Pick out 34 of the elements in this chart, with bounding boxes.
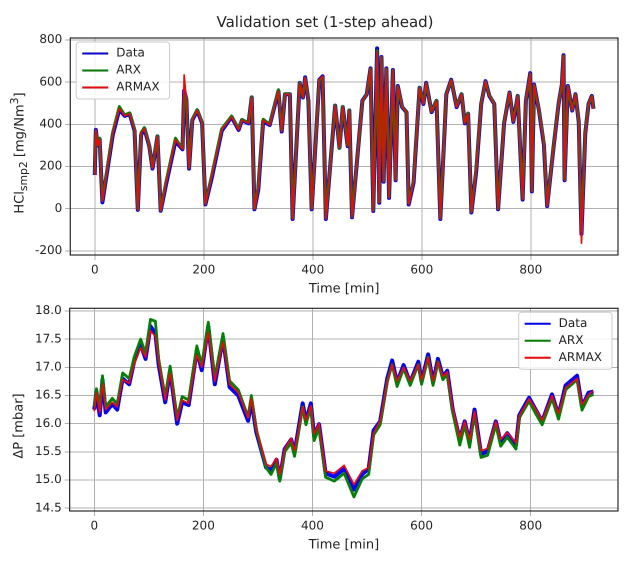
legend-label: ARX xyxy=(558,332,584,347)
x-tick-label: 600 xyxy=(410,518,434,532)
y-tick-label: 14.5 xyxy=(35,500,62,514)
y-tick-label: 200 xyxy=(39,158,62,173)
x-tick-label: 800 xyxy=(519,262,542,276)
x-tick-label: 0 xyxy=(90,518,98,532)
x-tick-label: 200 xyxy=(192,518,215,532)
y-tick-label: -200 xyxy=(35,242,62,257)
y-tick-label: 800 xyxy=(39,32,62,46)
y-tick-label: 18.0 xyxy=(35,303,62,318)
y-tick-label: 15.5 xyxy=(35,444,62,458)
x-tick-label: 800 xyxy=(519,518,542,532)
legend-label: Data xyxy=(558,316,588,330)
y-tick-label: 17.0 xyxy=(35,359,62,374)
y-tick-label: 400 xyxy=(39,116,62,131)
y-tick-label: 0 xyxy=(54,200,62,215)
y-tick-label: 16.0 xyxy=(35,416,62,430)
x-tick-label: 600 xyxy=(410,262,434,276)
y-tick-label: 17.5 xyxy=(35,331,62,346)
y-tick-label: 600 xyxy=(39,74,62,88)
x-axis-title: Time [min] xyxy=(308,538,380,553)
y-tick-label: 16.5 xyxy=(35,388,62,402)
y-axis-title: ΔP [mbar] xyxy=(12,393,26,459)
y-tick-label: 15.0 xyxy=(35,472,62,486)
x-tick-label: 200 xyxy=(192,262,216,276)
legend-label: ARX xyxy=(116,62,142,77)
x-tick-label: 0 xyxy=(90,262,99,276)
legend-label: ARMAX xyxy=(558,350,602,364)
x-tick-label: 400 xyxy=(301,518,324,532)
x-axis-title: Time [min] xyxy=(308,282,380,297)
legend-label: Data xyxy=(116,46,145,60)
x-tick-label: 400 xyxy=(301,262,324,276)
legend-label: ARMAX xyxy=(116,80,160,94)
chart-title: Validation set (1-step ahead) xyxy=(216,12,434,31)
